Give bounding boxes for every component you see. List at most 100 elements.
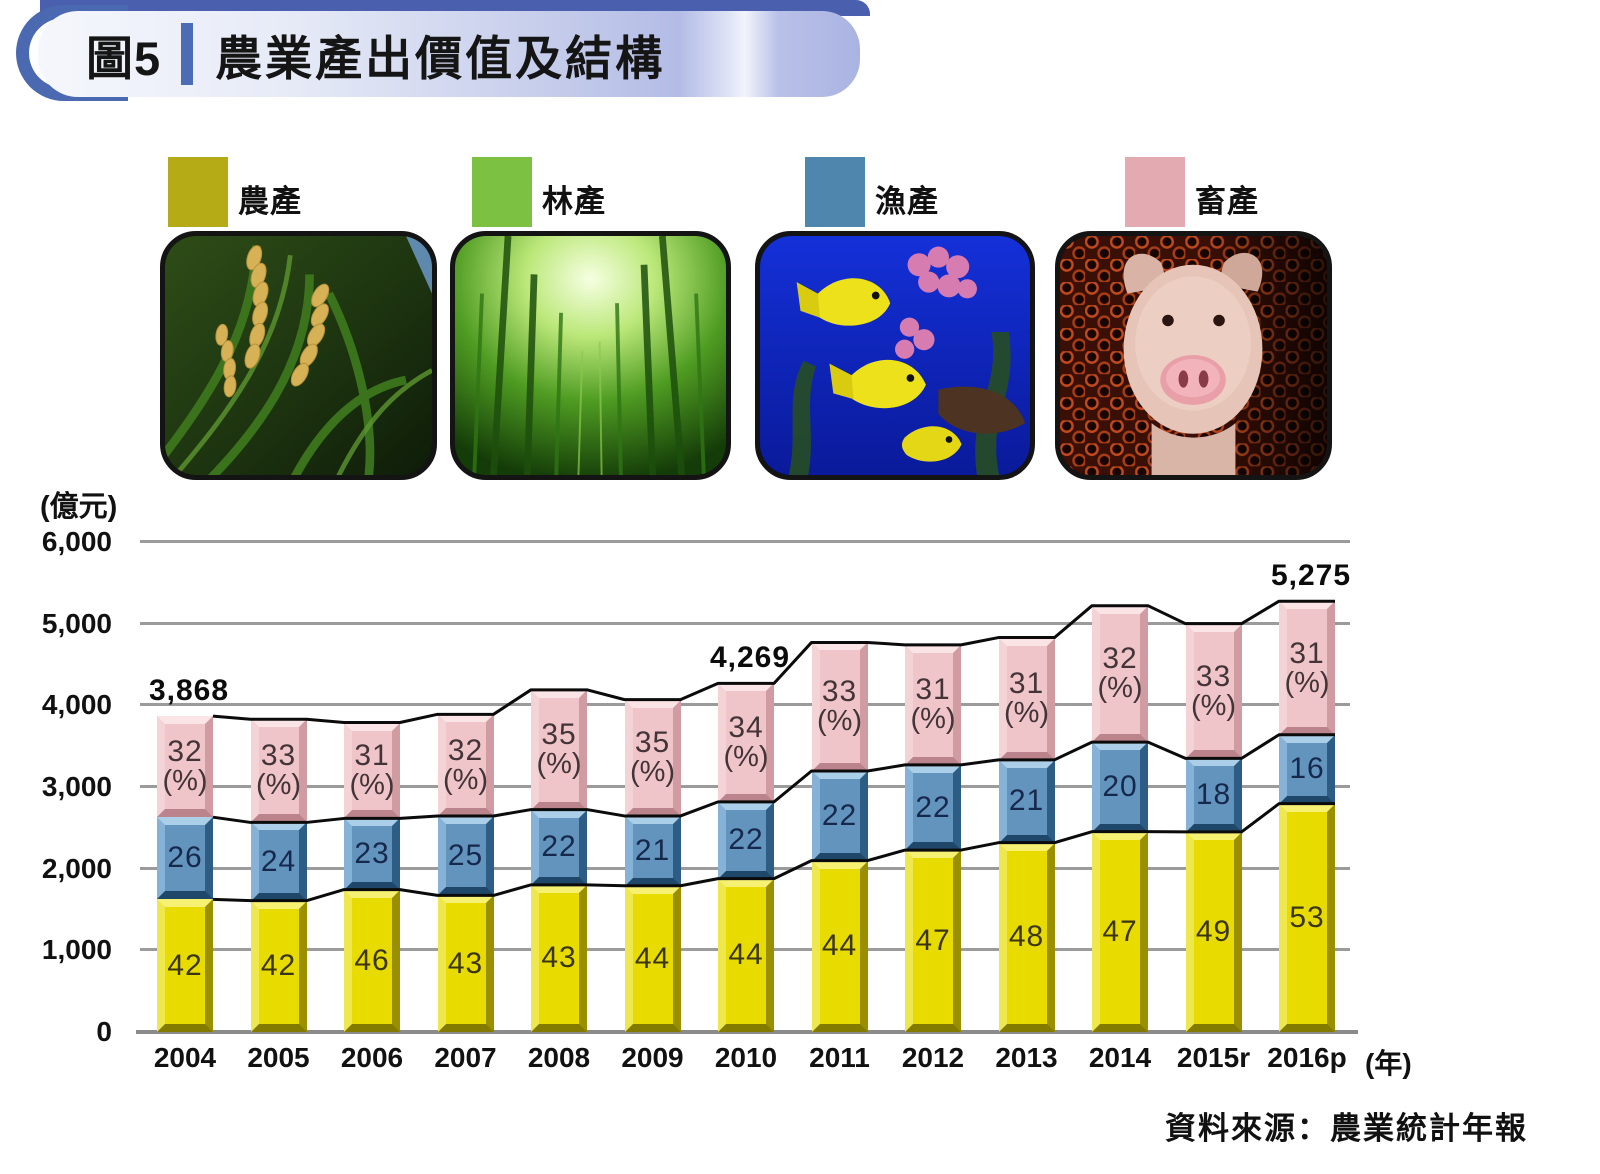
- segment-crops-2011: 44: [811, 860, 868, 1032]
- segment-fishery-2014: 20: [1092, 742, 1148, 832]
- segment-label-crops-2012: 47: [913, 858, 953, 1024]
- segment-value: 22: [915, 790, 951, 824]
- segment-label-fishery-2013: 21: [1007, 768, 1047, 835]
- segment-label-fishery-2008: 22: [539, 818, 579, 877]
- segment-label-crops-2005: 42: [259, 909, 299, 1024]
- segment-label-livestock-2015r: 33 (%): [1190, 632, 1237, 751]
- segment-label-crops-2006: 46: [352, 898, 392, 1024]
- segment-fishery-2013: 21: [998, 759, 1055, 843]
- segment-fishery-2016p: 16: [1279, 734, 1335, 804]
- segment-label-crops-2004: 42: [165, 907, 205, 1024]
- x-tick-2011: 2011: [809, 1042, 870, 1073]
- x-tick-2015r: 2015r: [1176, 1042, 1251, 1073]
- segment-label-livestock-2011: 33 (%): [817, 650, 862, 763]
- segment-value: 31: [915, 673, 951, 707]
- legend-swatch-crops: [168, 157, 228, 227]
- segment-crops-2016p: 53: [1279, 803, 1335, 1032]
- segment-livestock-2008: 35 (%): [531, 689, 587, 810]
- segment-label-livestock-2010: 34 (%): [723, 691, 769, 794]
- segment-value: 53: [1289, 900, 1325, 934]
- segment-value: 32: [1102, 642, 1138, 676]
- segment-value: 47: [1102, 914, 1138, 948]
- figure-number: 圖5: [86, 31, 162, 85]
- segment-crops-2006: 46: [344, 889, 400, 1032]
- segment-value: 31: [1008, 667, 1045, 701]
- x-tick-2010: 2010: [714, 1042, 778, 1073]
- segment-value: 23: [354, 837, 390, 871]
- segment-percent-suffix: (%): [1284, 666, 1330, 699]
- segment-crops-2005: 42: [250, 900, 307, 1032]
- x-axis-line: [136, 1030, 1359, 1034]
- segment-label-fishery-2010: 22: [726, 810, 766, 871]
- x-tick-2012: 2012: [901, 1042, 965, 1073]
- segment-value: 21: [1008, 784, 1045, 818]
- x-tick-2006: 2006: [340, 1042, 404, 1073]
- segment-livestock-2011: 33 (%): [811, 642, 868, 772]
- segment-label-crops-2013: 48: [1007, 851, 1047, 1024]
- segment-label-livestock-2012: 31 (%): [910, 653, 955, 757]
- x-tick-2005: 2005: [247, 1042, 310, 1073]
- total-label-2010: 4,269: [709, 641, 791, 675]
- segment-fishery-2005: 24: [250, 822, 307, 901]
- segment-livestock-2005: 33 (%): [250, 719, 307, 823]
- gridline-6000: [140, 540, 1350, 543]
- y-tick-3000: 3,000: [41, 771, 112, 802]
- legend-item-crops: 農產: [168, 155, 302, 227]
- y-tick-5000: 5,000: [41, 607, 112, 639]
- segment-percent-suffix: (%): [1003, 697, 1050, 730]
- segment-value: 44: [728, 938, 764, 972]
- segment-label-crops-2016p: 53: [1287, 812, 1327, 1024]
- segment-label-fishery-2011: 22: [820, 779, 860, 853]
- legend-swatch-fishery: [805, 157, 865, 227]
- x-tick-2013: 2013: [995, 1042, 1058, 1073]
- segment-label-livestock-2006: 31 (%): [349, 731, 394, 811]
- segment-value: 44: [634, 941, 671, 975]
- segment-value: 18: [1195, 778, 1232, 812]
- segment-value: 42: [167, 948, 203, 982]
- segment-value: 22: [821, 798, 858, 832]
- segment-label-livestock-2004: 32 (%): [162, 724, 207, 809]
- segment-crops-2015r: 49: [1185, 831, 1242, 1032]
- segment-percent-suffix: (%): [1097, 672, 1143, 705]
- segment-crops-2010: 44: [718, 878, 774, 1032]
- segment-label-livestock-2007: 32 (%): [443, 722, 488, 808]
- segment-label-crops-2015r: 49: [1194, 840, 1234, 1024]
- segment-label-crops-2014: 47: [1100, 840, 1140, 1024]
- segment-crops-2004: 42: [157, 899, 213, 1032]
- x-tick-2004: 2004: [153, 1042, 217, 1073]
- segment-percent-suffix: (%): [723, 741, 769, 774]
- segment-value: 44: [821, 929, 858, 963]
- segment-value: 46: [354, 943, 390, 977]
- x-tick-2016p: 2016p: [1267, 1042, 1347, 1073]
- segment-livestock-2014: 32 (%): [1092, 605, 1148, 743]
- segment-fishery-2008: 22: [531, 809, 587, 885]
- total-label-2016p: 5,275: [1270, 559, 1352, 593]
- segment-label-crops-2007: 43: [446, 903, 486, 1024]
- x-tick-2014: 2014: [1088, 1042, 1152, 1073]
- segment-value: 22: [541, 830, 577, 864]
- page-title: 農業產出價值及結構: [215, 31, 666, 85]
- segment-label-livestock-2009: 35 (%): [630, 708, 675, 808]
- legend-label-forestry: 林產: [542, 184, 606, 219]
- segment-percent-suffix: (%): [536, 748, 582, 781]
- segment-label-fishery-2009: 21: [633, 824, 673, 878]
- photo-piglet: [1055, 231, 1332, 480]
- segment-crops-2013: 48: [998, 842, 1055, 1032]
- segment-livestock-2016p: 31 (%): [1279, 601, 1335, 735]
- segment-label-crops-2009: 44: [633, 894, 673, 1024]
- y-tick-4000: 4,000: [41, 689, 112, 721]
- segment-value: 34: [728, 711, 764, 745]
- y-tick-1000: 1,000: [41, 934, 112, 966]
- segment-percent-suffix: (%): [1190, 689, 1237, 722]
- segment-value: 48: [1008, 920, 1045, 954]
- segment-value: 43: [541, 941, 577, 975]
- legend-item-fishery: 漁產: [805, 155, 939, 227]
- segment-label-fishery-2005: 24: [259, 830, 299, 892]
- segment-label-livestock-2008: 35 (%): [536, 698, 582, 802]
- segment-label-fishery-2014: 20: [1100, 750, 1140, 824]
- segment-crops-2009: 44: [624, 885, 681, 1032]
- segment-label-fishery-2016p: 16: [1287, 743, 1327, 796]
- legend-label-crops: 農產: [238, 184, 302, 219]
- segment-livestock-2013: 31 (%): [998, 637, 1055, 760]
- stacked-bar-chart: 42 26 32 (%) 42 24 33 (%) 46 23 31 (%) 43 25 32 (%) 43 22…: [136, 540, 1359, 1034]
